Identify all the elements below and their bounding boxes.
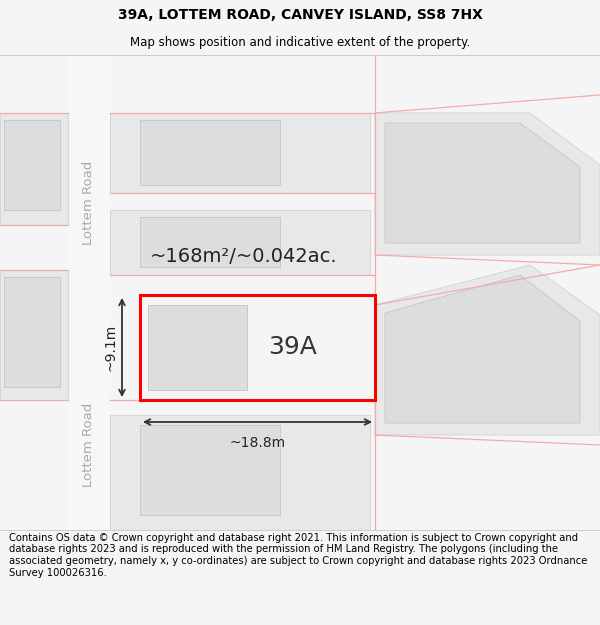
Bar: [110, 113, 370, 193]
Bar: [140, 120, 280, 185]
Text: Lottem Road: Lottem Road: [83, 403, 95, 487]
Bar: [68, 55, 110, 530]
Polygon shape: [385, 123, 580, 243]
Bar: [0, 270, 68, 400]
Text: 39A: 39A: [268, 336, 317, 359]
Bar: [148, 305, 247, 390]
Bar: [110, 415, 370, 530]
Text: ~9.1m: ~9.1m: [103, 324, 117, 371]
Text: Lottem Road: Lottem Road: [83, 161, 95, 245]
Polygon shape: [385, 275, 580, 423]
Bar: [140, 425, 280, 515]
Text: ~18.8m: ~18.8m: [229, 436, 286, 450]
Bar: [0, 113, 68, 225]
Bar: [4, 120, 60, 210]
Text: 39A, LOTTEM ROAD, CANVEY ISLAND, SS8 7HX: 39A, LOTTEM ROAD, CANVEY ISLAND, SS8 7HX: [118, 8, 482, 22]
Bar: [140, 217, 280, 267]
Bar: [140, 295, 375, 400]
Bar: [110, 210, 370, 275]
Polygon shape: [375, 113, 600, 255]
Text: Map shows position and indicative extent of the property.: Map shows position and indicative extent…: [130, 36, 470, 49]
Bar: [4, 277, 60, 387]
Polygon shape: [375, 265, 600, 435]
Text: Contains OS data © Crown copyright and database right 2021. This information is : Contains OS data © Crown copyright and d…: [9, 533, 587, 578]
Text: ~168m²/~0.042ac.: ~168m²/~0.042ac.: [150, 248, 338, 266]
